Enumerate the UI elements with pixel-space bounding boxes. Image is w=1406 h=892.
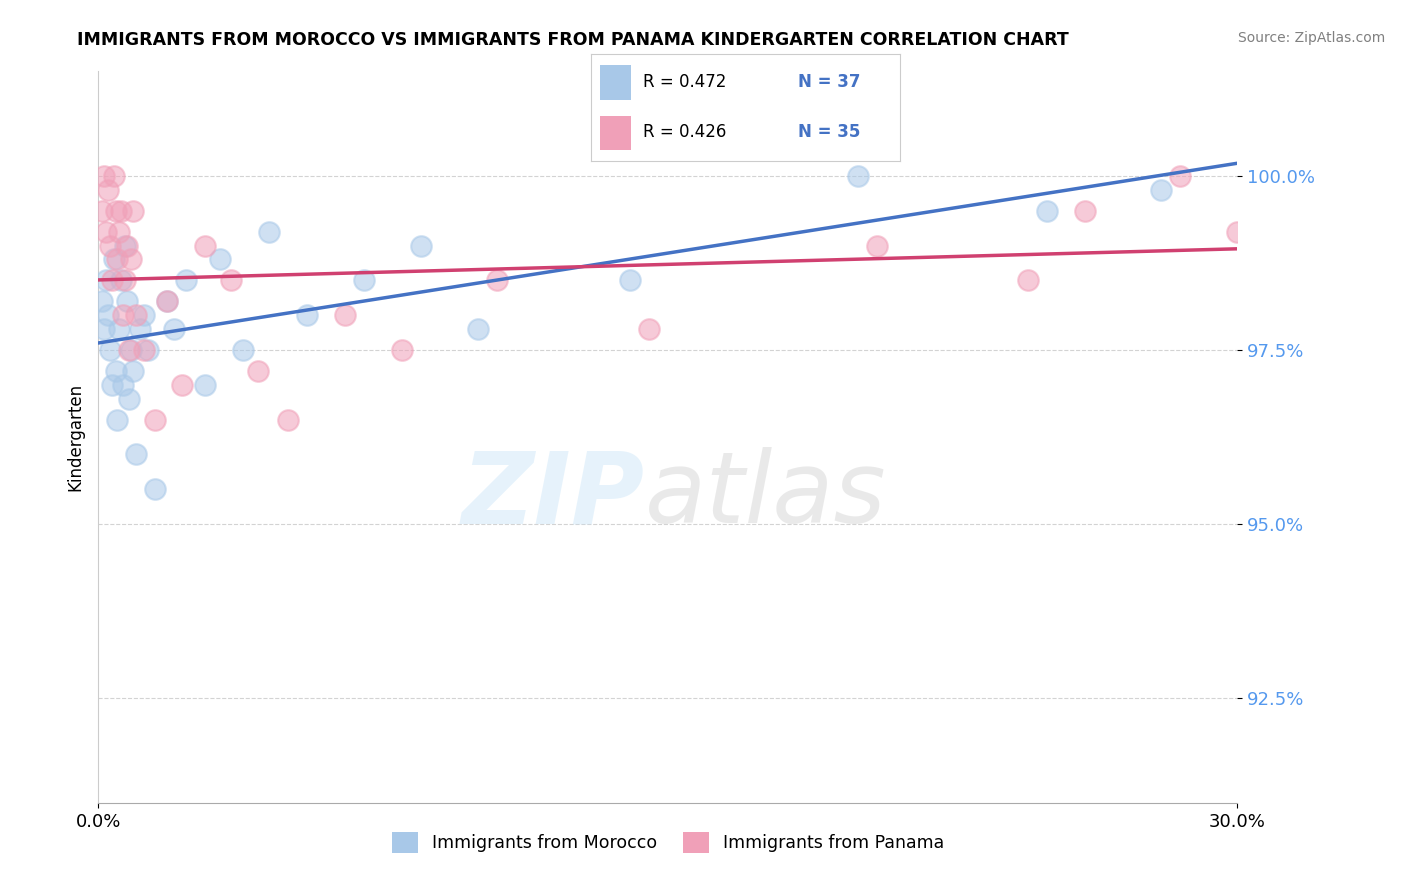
Point (120, 252, 142, 267)
Point (145, 412, 167, 426)
Point (97, 308, 120, 322)
Point (136, 343, 159, 357)
Y-axis label: Kindergarten: Kindergarten (66, 383, 84, 491)
Text: Source: ZipAtlas.com: Source: ZipAtlas.com (1237, 31, 1385, 45)
Text: R = 0.426: R = 0.426 (643, 123, 727, 141)
Point (121, 203, 143, 218)
Point (1150, 183, 1173, 197)
Point (108, 322, 131, 336)
Point (125, 448, 148, 462)
Point (100, 377, 122, 392)
Point (91, 294, 114, 309)
Point (259, 225, 281, 239)
Legend: Immigrants from Morocco, Immigrants from Panama: Immigrants from Morocco, Immigrants from… (385, 825, 950, 860)
Point (132, 343, 155, 357)
Point (335, 308, 357, 322)
Point (411, 238, 433, 252)
Point (486, 273, 509, 287)
Point (208, 252, 231, 267)
Text: N = 35: N = 35 (797, 123, 860, 141)
Point (221, 273, 243, 287)
Point (100, 273, 122, 287)
Text: ZIP: ZIP (463, 447, 645, 544)
Point (120, 343, 142, 357)
Point (194, 377, 217, 392)
Point (246, 364, 269, 378)
Text: R = 0.472: R = 0.472 (643, 73, 727, 91)
Point (156, 294, 179, 309)
Point (94, 225, 117, 239)
Point (125, 308, 148, 322)
Point (103, 169, 125, 183)
Point (91, 203, 114, 218)
Point (297, 308, 319, 322)
Point (1036, 203, 1059, 218)
Point (145, 483, 167, 497)
Point (103, 252, 125, 267)
Text: N = 37: N = 37 (797, 73, 860, 91)
Point (115, 294, 138, 309)
Point (619, 273, 641, 287)
Point (156, 294, 179, 309)
Point (97, 183, 120, 197)
Point (118, 343, 141, 357)
Point (1018, 273, 1040, 287)
Point (1074, 203, 1097, 218)
Point (132, 308, 155, 322)
Point (93, 169, 115, 183)
Point (846, 169, 869, 183)
Point (108, 225, 131, 239)
Point (391, 343, 413, 357)
Point (232, 343, 254, 357)
Point (94, 273, 117, 287)
Point (170, 377, 193, 392)
Point (110, 273, 132, 287)
Point (114, 238, 136, 252)
Point (114, 273, 136, 287)
Point (104, 364, 127, 378)
Point (112, 308, 135, 322)
Point (115, 238, 138, 252)
Point (866, 238, 889, 252)
Point (93, 322, 115, 336)
Point (98, 343, 121, 357)
Point (174, 273, 197, 287)
Point (104, 203, 127, 218)
Point (277, 412, 299, 426)
FancyBboxPatch shape (600, 116, 631, 150)
Point (1226, 225, 1249, 239)
Point (129, 322, 152, 336)
Point (467, 322, 489, 336)
Point (110, 203, 132, 218)
Point (112, 377, 135, 392)
Point (118, 392, 141, 406)
Text: IMMIGRANTS FROM MOROCCO VS IMMIGRANTS FROM PANAMA KINDERGARTEN CORRELATION CHART: IMMIGRANTS FROM MOROCCO VS IMMIGRANTS FR… (77, 31, 1069, 49)
Point (353, 273, 375, 287)
Point (107, 252, 129, 267)
Point (98, 238, 121, 252)
Point (1170, 169, 1192, 183)
Point (121, 364, 143, 378)
Point (638, 322, 661, 336)
FancyBboxPatch shape (600, 65, 631, 100)
Point (107, 412, 129, 426)
Point (163, 322, 186, 336)
Point (194, 238, 217, 252)
Text: atlas: atlas (645, 447, 887, 544)
